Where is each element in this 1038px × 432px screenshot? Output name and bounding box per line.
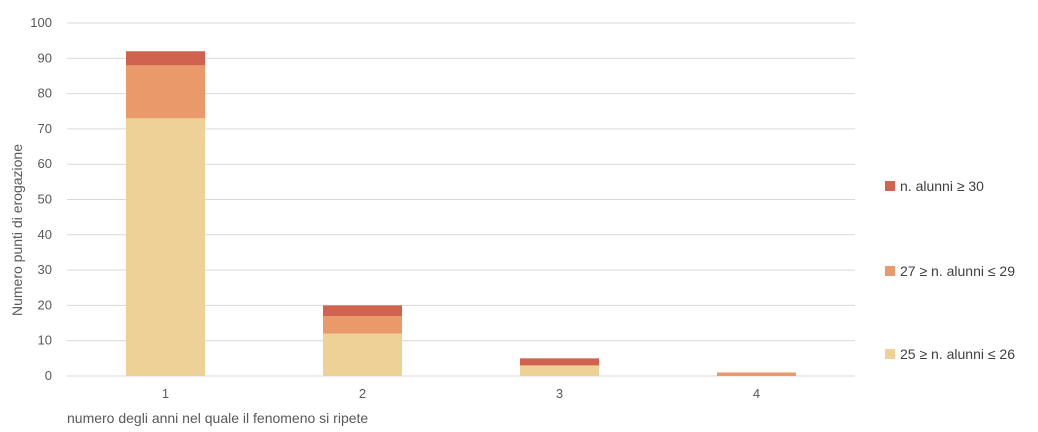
y-tick-label: 90 [38,50,52,65]
bar-segment [323,334,402,376]
legend-label: 25 ≥ n. alunni ≤ 26 [900,346,1015,362]
y-tick-label: 50 [38,192,52,207]
y-tick-label: 20 [38,297,52,312]
legend-label: 27 ≥ n. alunni ≤ 29 [900,263,1015,279]
x-tick-label: 3 [556,386,563,401]
y-tick-label: 40 [38,227,52,242]
x-axis-ticks: 1 2 3 4 [162,386,760,401]
y-tick-label: 0 [45,368,52,383]
bar-segment [126,51,205,65]
x-tick-label: 4 [753,386,760,401]
y-axis-ticks: 0 10 20 30 40 50 60 70 80 90 100 [30,15,52,383]
legend-swatch [885,349,895,359]
bar-segment [717,372,796,376]
y-tick-label: 70 [38,121,52,136]
x-tick-label: 1 [162,386,169,401]
y-tick-label: 10 [38,333,52,348]
bar-segment [520,358,599,365]
bars [126,51,796,376]
bar-segment [126,65,205,118]
y-tick-label: 60 [38,156,52,171]
x-axis-title: numero degli anni nel quale il fenomeno … [67,410,368,426]
bar-segment [520,365,599,376]
bar-segment [323,305,402,316]
bar-segment [126,118,205,376]
legend-swatch [885,181,895,191]
legend: n. alunni ≥ 30 27 ≥ n. alunni ≤ 29 25 ≥ n.… [885,178,1015,362]
legend-label: n. alunni ≥ 30 [900,178,984,194]
x-tick-label: 2 [359,386,366,401]
y-tick-label: 30 [38,262,52,277]
legend-swatch [885,266,895,276]
bar-segment [323,316,402,334]
y-axis-title: Numero punti di erogazione [9,144,25,316]
y-tick-label: 100 [30,15,52,30]
y-tick-label: 80 [38,86,52,101]
